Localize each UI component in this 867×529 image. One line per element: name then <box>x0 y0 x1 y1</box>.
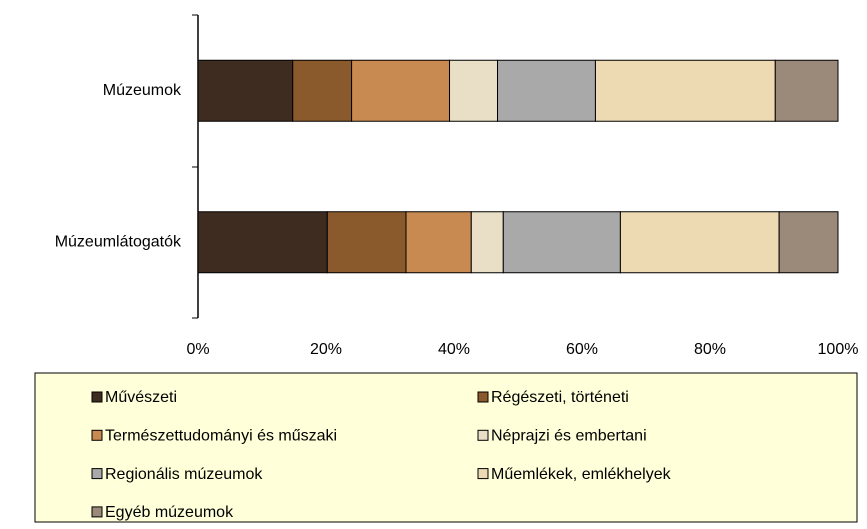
bar-segment <box>774 59 839 122</box>
x-tick-label: 80% <box>694 341 726 358</box>
legend-label: Természettudományi és műszaki <box>105 428 337 445</box>
legend-swatch <box>91 506 103 518</box>
legend-swatch <box>91 391 103 403</box>
legend-label: Egyéb múzeumok <box>105 504 234 521</box>
bar-segment <box>292 59 353 122</box>
legend-label: Néprajzi és embertani <box>491 428 647 445</box>
bar-segment <box>497 59 596 122</box>
legend-label: Régészeti, történeti <box>491 389 629 406</box>
bar-segment <box>619 211 780 274</box>
legend-swatch <box>477 468 489 480</box>
bar-segment <box>594 59 776 122</box>
legend-swatch <box>91 468 103 480</box>
legend-label: Műemlékek, emlékhelyek <box>491 466 672 483</box>
bar-segment <box>470 211 504 274</box>
bar-segment <box>502 211 621 274</box>
y-tick-label: Múzeumok <box>103 82 182 99</box>
x-tick-label: 20% <box>310 341 342 358</box>
x-tick-label: 60% <box>566 341 598 358</box>
legend-swatch <box>91 429 103 441</box>
bar-segment <box>405 211 472 274</box>
legend-swatch <box>477 391 489 403</box>
bar-segment <box>197 211 328 274</box>
x-tick-label: 100% <box>818 341 859 358</box>
x-tick-label: 40% <box>438 341 470 358</box>
bar-segment <box>351 59 451 122</box>
legend-swatch <box>477 429 489 441</box>
x-tick-label: 0% <box>186 341 209 358</box>
bar-segment <box>326 211 407 274</box>
legend-label: Regionális múzeumok <box>105 466 263 483</box>
legend-box <box>34 372 858 523</box>
bar-segment <box>197 59 294 122</box>
y-tick-label: Múzeumlátogatók <box>55 233 182 250</box>
bar-segment <box>449 59 499 122</box>
legend-label: Művészeti <box>105 389 177 406</box>
bar-segment <box>778 211 839 274</box>
